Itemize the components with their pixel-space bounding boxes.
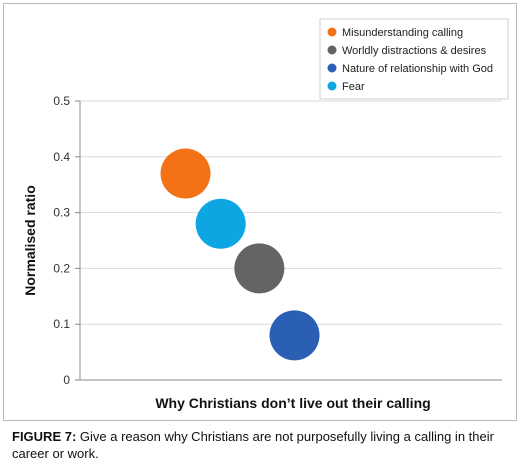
legend-marker — [327, 81, 337, 91]
axes — [75, 100, 502, 381]
legend-marker — [327, 45, 337, 55]
caption-text: Give a reason why Christians are not pur… — [12, 429, 494, 461]
y-tick-label: 0.3 — [53, 206, 70, 220]
legend-label: Fear — [342, 81, 365, 93]
caption-label: FIGURE 7: — [12, 429, 77, 444]
chart-frame: 0 0.1 0.2 0.3 0.4 0.5 Normalised ratio Why Ch… — [3, 3, 517, 421]
legend-marker — [327, 27, 337, 37]
y-tick-label: 0 — [63, 373, 70, 387]
data-point-fear — [195, 198, 246, 249]
y-tick-label: 0.4 — [53, 150, 70, 164]
y-axis-title: Normalised ratio — [22, 185, 38, 295]
legend: Misunderstanding calling Worldly distract… — [319, 18, 509, 100]
y-tick-label: 0.5 — [53, 94, 70, 108]
y-tick-label: 0.2 — [53, 261, 70, 275]
legend-marker — [327, 63, 337, 73]
data-points — [160, 148, 320, 361]
legend-box — [319, 18, 509, 100]
x-axis-title: Why Christians don’t live out their call… — [155, 395, 430, 411]
y-tick-label: 0.1 — [53, 317, 70, 331]
data-point-misunderstanding-calling — [160, 148, 211, 199]
scatter-chart: 0 0.1 0.2 0.3 0.4 0.5 Normalised ratio Why Ch… — [22, 18, 509, 411]
data-point-worldly-distractions-desires — [234, 243, 285, 294]
legend-label: Nature of relationship with God — [342, 63, 493, 75]
data-point-nature-of-relationship-with-god — [269, 310, 320, 361]
figure-caption: FIGURE 7: Give a reason why Christians a… — [12, 428, 517, 462]
gridlines — [80, 100, 502, 325]
legend-label: Worldly distractions & desires — [342, 45, 487, 57]
legend-label: Misunderstanding calling — [342, 27, 463, 39]
y-tick-labels: 0 0.1 0.2 0.3 0.4 0.5 — [53, 94, 70, 387]
